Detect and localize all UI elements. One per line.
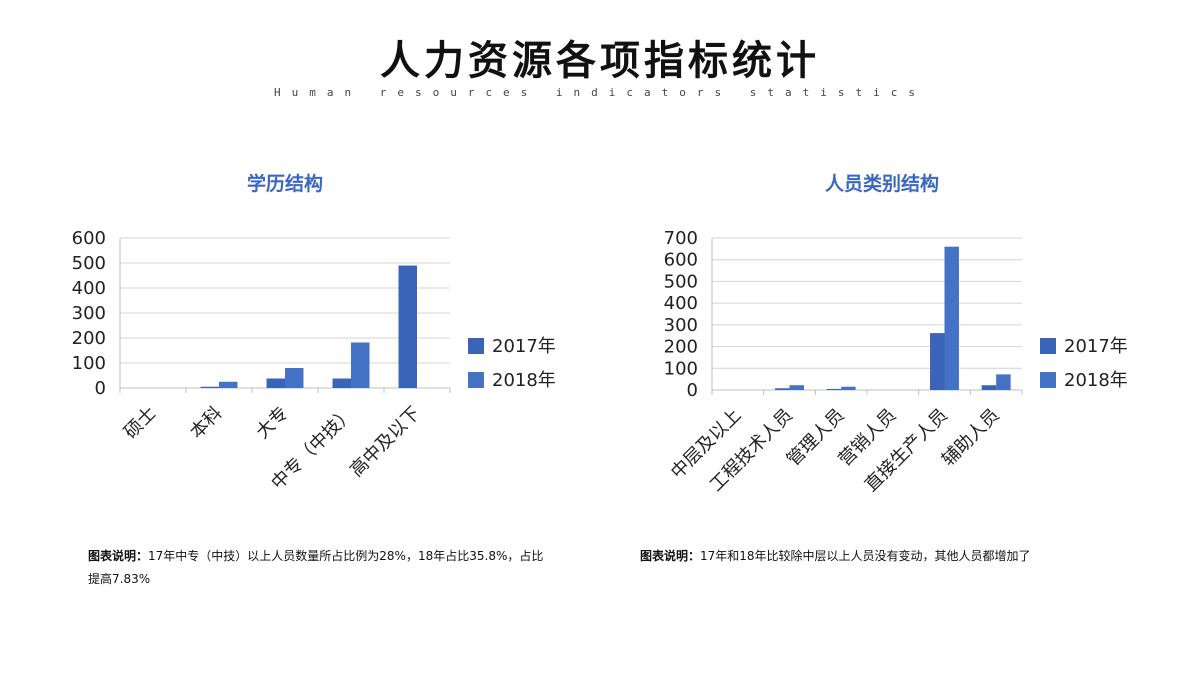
legend-label: 2017年 [1064, 336, 1128, 357]
legend-swatch [1040, 372, 1056, 388]
x-category-label: 高中及以下 [346, 403, 424, 481]
bar-2018-大专 [285, 368, 304, 388]
x-category-label: 大专 [252, 403, 292, 443]
caption-label: 图表说明： [640, 549, 701, 563]
x-category-label: 辅助人员 [938, 405, 1004, 471]
legend-swatch [468, 372, 484, 388]
bar-2017-管理人员 [826, 388, 842, 390]
education-caption: 图表说明：17年中专（中技）以上人员数量所占比例为28%，18年占比35.8%，… [88, 545, 548, 591]
bar-2018-管理人员 [841, 386, 856, 390]
caption-label: 图表说明： [88, 549, 149, 563]
personnel-chart: 人员类别结构0100200300400500600700中层及以上工程技术人员管… [664, 172, 1128, 496]
y-tick-label: 200 [664, 337, 698, 358]
x-category-label: 硕士 [120, 403, 160, 443]
education-chart-panel: 学历结构 0 100 200 300 400 500 600 硕士 本科 大专 中专（中技） 高中及以下… [40, 160, 600, 540]
bar-2017-大专 [266, 378, 285, 388]
page-title: 人力资源各项指标统计 [380, 38, 820, 84]
bar-2017-高中及以下 [398, 265, 417, 388]
legend-swatch [1040, 338, 1056, 354]
y-tick-label: 0 [95, 378, 106, 399]
bar-2018-直接生产人员 [944, 246, 959, 390]
bar-2017-工程技术人员 [775, 388, 790, 390]
chart-title: 人员类别结构 [825, 172, 939, 195]
y-tick-label: 0 [687, 380, 698, 401]
bar-2018-辅助人员 [996, 374, 1011, 390]
y-tick-label: 600 [664, 250, 698, 271]
legend-label: 2017年 [492, 336, 556, 357]
legend-label: 2018年 [1064, 370, 1128, 391]
y-tick-label: 300 [72, 303, 106, 324]
y-tick-label: 500 [664, 271, 698, 292]
y-tick-label: 100 [72, 353, 106, 374]
personnel-caption: 图表说明：17年和18年比较除中层以上人员没有变动，其他人员都增加了 [640, 545, 1100, 568]
y-tick-label: 400 [664, 293, 698, 314]
bar-2017-辅助人员 [981, 385, 997, 390]
bar-2017-中专（中技） [332, 378, 351, 388]
y-tick-label: 400 [72, 278, 106, 299]
x-category-label: 本科 [186, 403, 226, 443]
bar-2017-直接生产人员 [930, 333, 945, 390]
y-tick-label: 700 [664, 228, 698, 249]
chart-title: 学历结构 [247, 172, 323, 195]
bar-2018-中专（中技） [351, 342, 370, 388]
bar-2017-本科 [200, 386, 219, 388]
caption-text: 17年中专（中技）以上人员数量所占比例为28%，18年占比35.8%，占比提高7… [88, 549, 544, 586]
y-tick-label: 600 [72, 228, 106, 249]
page-subtitle: Human resources indicators statistics [273, 86, 927, 99]
y-tick-label: 300 [664, 315, 698, 336]
y-tick-label: 200 [72, 328, 106, 349]
bar-2018-本科 [219, 381, 238, 388]
bar-2018-工程技术人员 [789, 385, 804, 390]
y-tick-label: 500 [72, 253, 106, 274]
legend-label: 2018年 [492, 370, 556, 391]
y-tick-label: 100 [664, 358, 698, 379]
legend-swatch [468, 338, 484, 354]
personnel-chart-panel: 人员类别结构 0 100 200 300 400 500 600 700 中层及以上 工程技术人员管… [612, 160, 1172, 540]
caption-text: 17年和18年比较除中层以上人员没有变动，其他人员都增加了 [700, 549, 1031, 563]
